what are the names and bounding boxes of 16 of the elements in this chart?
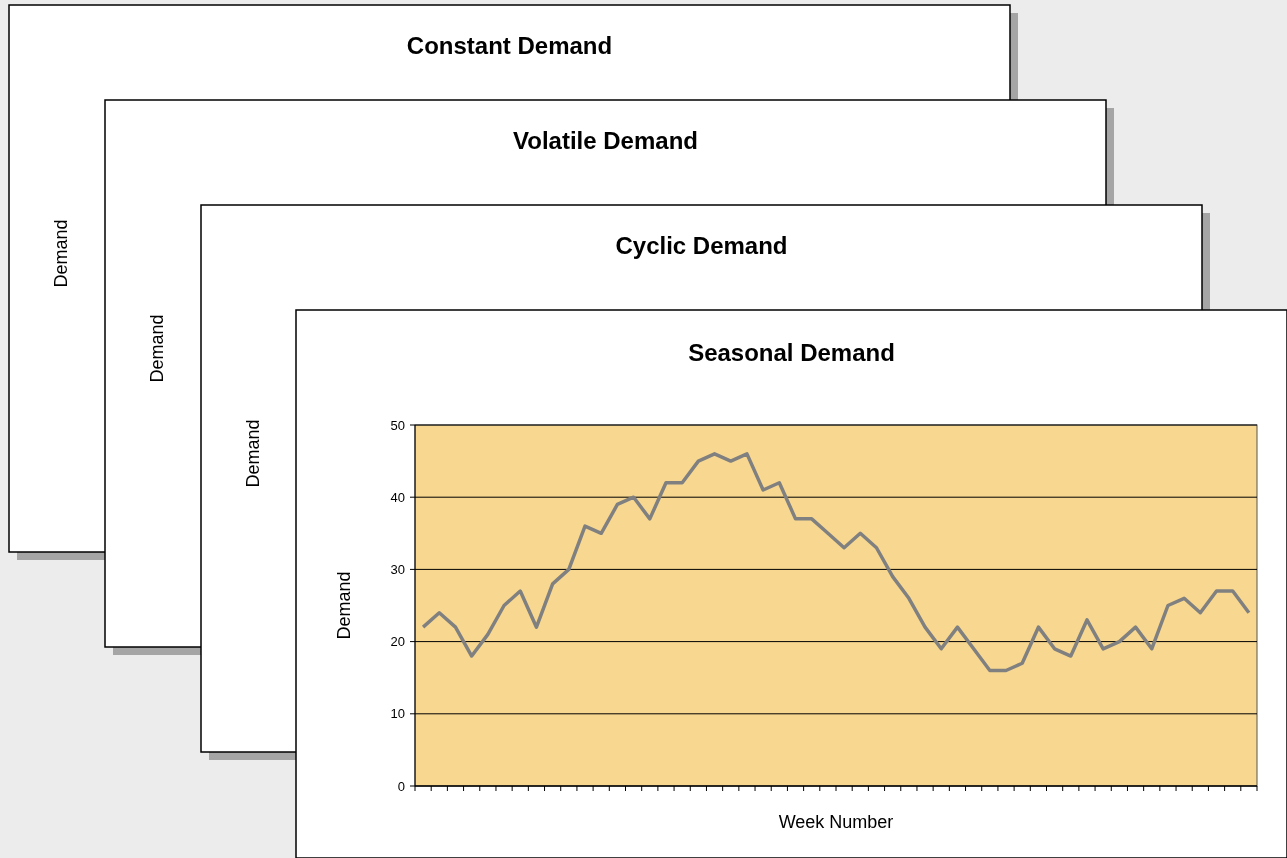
y-tick-label: 10 (390, 706, 405, 722)
text: Demand (243, 419, 263, 488)
text: Cyclic Demand (615, 232, 788, 259)
y-tick-label: 50 (390, 417, 405, 433)
y-axis-title: Demand (334, 571, 354, 640)
text: Constant Demand (406, 32, 613, 59)
text: Volatile Demand (513, 127, 698, 154)
x-axis-title: Week Number (778, 812, 894, 832)
y-tick-label: 0 (397, 778, 405, 794)
y-tick-label: 20 (390, 634, 405, 650)
y-tick-label: 40 (390, 489, 405, 505)
y-tick-label: 30 (390, 561, 405, 577)
chart-title: Seasonal Demand (688, 339, 895, 366)
line-series (421, 452, 1251, 673)
text: Demand (147, 314, 167, 383)
text: Demand (51, 219, 71, 288)
